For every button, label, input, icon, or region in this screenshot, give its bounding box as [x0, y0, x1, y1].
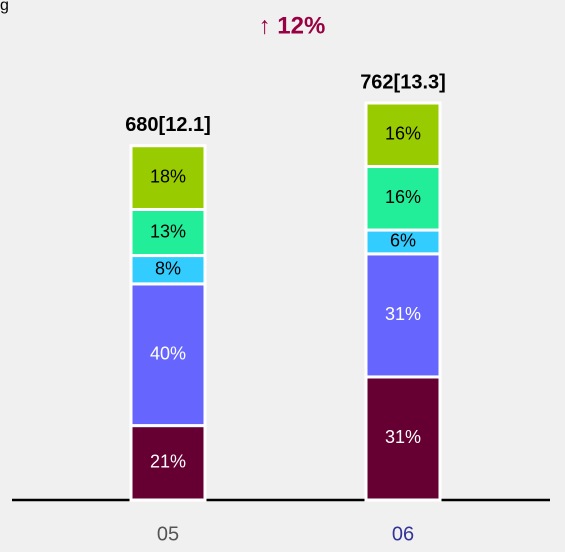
total-label: 680[12.1] — [125, 114, 211, 136]
segment-label: 8% — [155, 258, 181, 278]
total-label: 762[13.3] — [360, 71, 446, 93]
bar-segment — [364, 252, 442, 379]
segment-label: 31% — [385, 427, 421, 447]
segment-label: 16% — [385, 124, 421, 144]
segment-label: 18% — [150, 166, 186, 186]
chart-title: ↑ 12% — [259, 12, 326, 39]
x-tick-label: 05 — [157, 523, 179, 545]
bar-segment — [364, 101, 442, 169]
bar-segment — [129, 424, 207, 502]
segment-label: 40% — [150, 343, 186, 363]
bar-segment — [129, 144, 207, 211]
segment-label: 21% — [150, 452, 186, 472]
segment-label: 31% — [385, 304, 421, 324]
segment-label: 6% — [390, 231, 416, 251]
segment-label: 16% — [385, 187, 421, 207]
bar-segment — [364, 165, 442, 232]
bar-segment — [129, 282, 207, 428]
bar-segment — [364, 375, 442, 502]
subtitle: g — [0, 0, 9, 14]
segment-label: 13% — [150, 221, 186, 241]
x-tick-label: 06 — [392, 523, 414, 545]
bar-segment — [129, 207, 207, 258]
